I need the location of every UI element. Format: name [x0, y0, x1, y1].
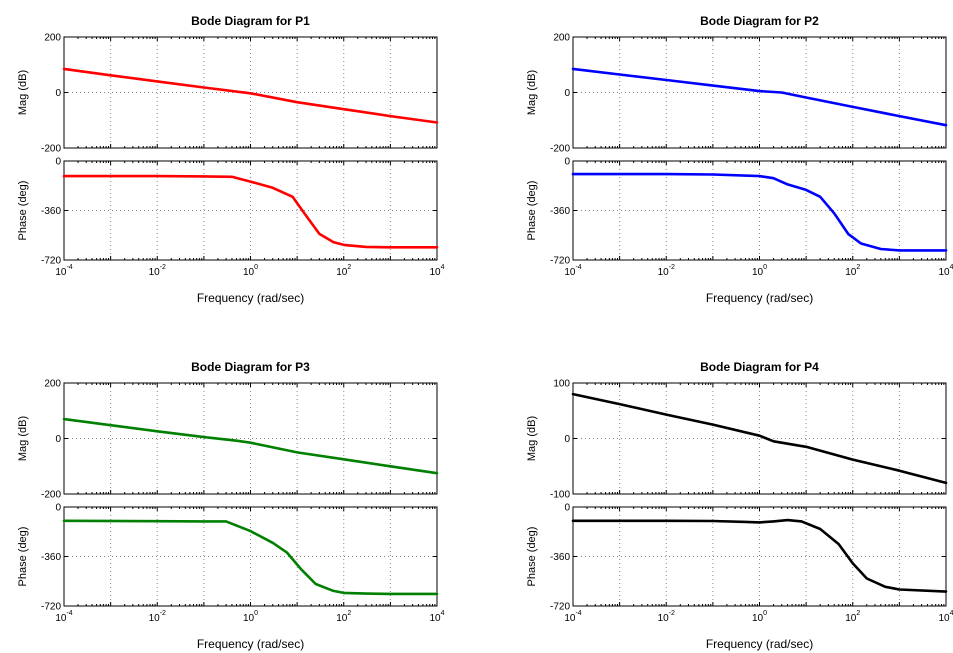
- y-tick-label: 200: [44, 379, 61, 390]
- x-tick-label: 100: [243, 610, 258, 624]
- phase-curve: [62, 174, 439, 249]
- plot-title: Bode Diagram for P2: [700, 14, 819, 28]
- y-tick-label: 0: [564, 434, 570, 445]
- magnitude-panel: -200 0 200 Mag (dB): [526, 33, 948, 155]
- x-tick-label: 104: [429, 610, 444, 624]
- phase-panel: -720 -360 0 Phase (deg): [17, 157, 439, 267]
- magnitude-panel: -200 0 200 Mag (dB): [17, 33, 439, 155]
- y-tick-label: -200: [41, 490, 61, 501]
- y-tick-label: -200: [550, 144, 570, 155]
- x-tick-label: 102: [845, 264, 860, 278]
- x-tick-label: 100: [243, 264, 258, 278]
- x-tick-label: 10-4: [55, 264, 72, 278]
- x-tick-label: 100: [752, 264, 767, 278]
- y-tick-label: 0: [55, 503, 61, 514]
- magnitude-curve: [62, 417, 439, 475]
- y-tick-label: 0: [55, 157, 61, 168]
- y-tick-label: -100: [550, 490, 570, 501]
- phase-curve: [571, 172, 948, 252]
- magnitude-curve: [62, 67, 439, 124]
- y-tick-label: -720: [41, 602, 61, 613]
- phase-panel: -720 -360 0 Phase (deg): [526, 157, 948, 267]
- y-tick-label: -360: [41, 552, 61, 563]
- y-tick-label: 200: [553, 33, 570, 44]
- x-tick-label: 10-4: [564, 610, 581, 624]
- magnitude-curve: [571, 392, 948, 485]
- x-axis-label: Frequency (rad/sec): [197, 291, 304, 305]
- y-tick-label: -720: [550, 256, 570, 267]
- x-tick-label: 10-2: [149, 610, 166, 624]
- x-tick-label: 104: [938, 264, 953, 278]
- phase-panel: -720 -360 0 Phase (deg): [526, 503, 948, 613]
- y-tick-label: -360: [550, 206, 570, 217]
- magnitude-y-axis-label: Mag (dB): [17, 416, 29, 461]
- x-tick-label: 10-2: [658, 610, 675, 624]
- magnitude-panel: -200 0 200 Mag (dB): [17, 379, 439, 501]
- y-tick-label: -720: [41, 256, 61, 267]
- y-tick-label: -200: [41, 144, 61, 155]
- x-tick-label: 102: [336, 610, 351, 624]
- x-tick-label: 104: [938, 610, 953, 624]
- y-tick-label: 0: [564, 88, 570, 99]
- magnitude-y-axis-label: Mag (dB): [17, 70, 29, 115]
- y-tick-label: 0: [55, 88, 61, 99]
- magnitude-curve: [571, 67, 948, 127]
- phase-curve: [571, 518, 948, 593]
- x-axis-label: Frequency (rad/sec): [706, 291, 813, 305]
- phase-y-axis-label: Phase (deg): [17, 527, 29, 587]
- y-tick-label: 200: [44, 33, 61, 44]
- y-tick-label: -360: [550, 552, 570, 563]
- x-axis-label: Frequency (rad/sec): [706, 637, 813, 651]
- plot-title: Bode Diagram for P4: [700, 360, 819, 374]
- y-tick-label: 0: [564, 503, 570, 514]
- phase-curve: [62, 519, 439, 596]
- x-tick-label: 104: [429, 264, 444, 278]
- y-tick-label: -360: [41, 206, 61, 217]
- x-tick-label: 102: [336, 264, 351, 278]
- plot-title: Bode Diagram for P3: [191, 360, 310, 374]
- magnitude-panel: -100 0 100 Mag (dB): [526, 379, 948, 501]
- x-tick-label: 100: [752, 610, 767, 624]
- plot-title: Bode Diagram for P1: [191, 14, 310, 28]
- y-tick-label: -720: [550, 602, 570, 613]
- x-tick-label: 102: [845, 610, 860, 624]
- y-tick-label: 0: [55, 434, 61, 445]
- phase-panel: -720 -360 0 Phase (deg): [17, 503, 439, 613]
- y-tick-label: 100: [553, 379, 570, 390]
- y-tick-label: 0: [564, 157, 570, 168]
- x-tick-label: 10-2: [658, 264, 675, 278]
- phase-y-axis-label: Phase (deg): [526, 181, 538, 241]
- x-axis-label: Frequency (rad/sec): [197, 637, 304, 651]
- magnitude-y-axis-label: Mag (dB): [526, 70, 538, 115]
- magnitude-y-axis-label: Mag (dB): [526, 416, 538, 461]
- phase-y-axis-label: Phase (deg): [17, 181, 29, 241]
- x-tick-label: 10-2: [149, 264, 166, 278]
- x-tick-label: 10-4: [55, 610, 72, 624]
- x-tick-label: 10-4: [564, 264, 581, 278]
- phase-y-axis-label: Phase (deg): [526, 527, 538, 587]
